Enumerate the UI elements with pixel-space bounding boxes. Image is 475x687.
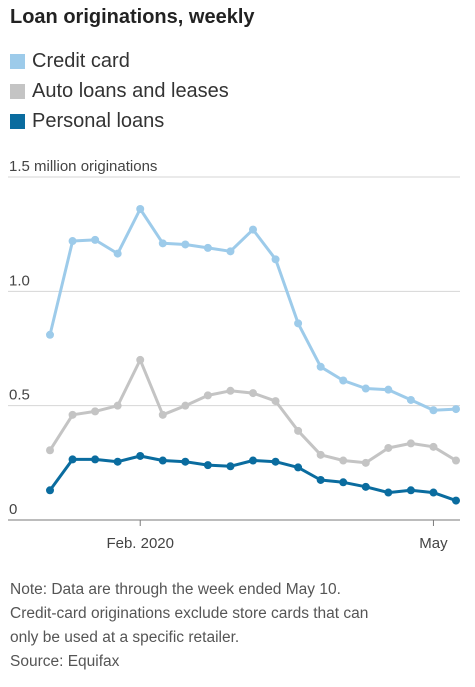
chart-notes: Note: Data are through the week ended Ma… (10, 578, 470, 674)
series-2 (46, 451, 460, 505)
data-point-0-6 (181, 240, 190, 249)
data-point-0-2 (91, 235, 100, 244)
data-point-2-7 (203, 461, 212, 470)
series-line-0 (48, 207, 458, 412)
data-point-1-4 (136, 355, 145, 364)
data-point-0-9 (249, 225, 257, 234)
data-point-0-3 (113, 249, 122, 258)
legend-swatch-auto-loans (10, 83, 25, 99)
data-point-2-0 (46, 486, 54, 495)
y-tick-label-0: 0 (9, 501, 17, 518)
legend-swatch-credit-card (10, 53, 25, 69)
x-tick-label-1: May (419, 535, 448, 552)
data-point-1-3 (113, 401, 122, 410)
data-point-0-15 (384, 385, 393, 394)
data-point-1-9 (249, 389, 257, 398)
chart-title: Loan originations, weekly (10, 6, 255, 28)
data-point-1-0 (46, 446, 54, 455)
data-point-2-5 (158, 456, 167, 465)
data-point-1-12 (316, 450, 325, 459)
data-point-2-13 (339, 478, 348, 487)
data-point-0-4 (136, 205, 145, 214)
legend-item-auto-loans: Auto loans and leases (10, 76, 229, 106)
axis-layer: 0 0.5 1.0 1.5 million originations Feb. 2020… (8, 158, 460, 552)
data-point-0-8 (226, 247, 235, 256)
data-point-2-18 (452, 496, 460, 505)
data-point-2-15 (384, 488, 393, 497)
data-point-2-2 (91, 455, 100, 464)
data-point-2-14 (361, 482, 370, 491)
data-point-2-11 (294, 463, 303, 472)
data-point-0-0 (46, 330, 54, 339)
data-point-0-14 (361, 384, 370, 393)
line-chart: 0 0.5 1.0 1.5 million originations Feb. 2020… (8, 158, 460, 552)
data-point-0-7 (203, 243, 212, 252)
data-point-0-11 (294, 319, 303, 328)
data-point-0-5 (158, 239, 167, 248)
data-point-0-12 (316, 362, 325, 371)
data-point-1-7 (203, 391, 212, 400)
data-point-1-17 (429, 442, 438, 451)
data-point-2-4 (136, 451, 145, 460)
note-line-3: only be used at a specific retailer. (10, 629, 240, 646)
data-point-0-16 (406, 395, 415, 404)
data-point-1-16 (406, 439, 415, 448)
y-tick-label-3: 1.5 million originations (9, 158, 157, 175)
y-tick-label-2: 1.0 (9, 272, 30, 289)
data-point-1-2 (91, 407, 100, 416)
legend: Credit card Auto loans and leases Person… (10, 46, 229, 136)
note-line-1: Note: Data are through the week ended Ma… (10, 581, 341, 598)
series-1 (46, 355, 460, 467)
series-layer (46, 205, 460, 505)
data-point-1-15 (384, 443, 393, 452)
data-point-2-10 (271, 457, 280, 466)
x-tick-label-0: Feb. 2020 (106, 535, 174, 552)
data-point-2-1 (68, 455, 77, 464)
data-point-0-13 (339, 376, 348, 385)
y-tick-label-1: 0.5 (9, 387, 30, 404)
data-point-0-10 (271, 255, 280, 264)
legend-label-personal-loans: Personal loans (32, 109, 165, 132)
data-point-0-1 (68, 237, 77, 246)
note-line-2: Credit-card originations exclude store c… (10, 605, 369, 622)
data-point-1-10 (271, 397, 280, 406)
data-point-2-9 (249, 456, 257, 465)
grid-layer (8, 176, 460, 407)
series-0 (46, 205, 460, 415)
data-point-2-8 (226, 462, 235, 471)
data-point-0-18 (452, 405, 460, 414)
legend-label-credit-card: Credit card (32, 49, 130, 72)
legend-label-auto-loans: Auto loans and leases (32, 79, 229, 102)
data-point-2-17 (429, 488, 438, 497)
data-point-1-13 (339, 456, 348, 465)
data-point-1-1 (68, 410, 77, 419)
legend-item-personal-loans: Personal loans (10, 106, 229, 136)
data-point-2-6 (181, 457, 190, 466)
data-point-2-16 (406, 486, 415, 495)
data-point-0-17 (429, 406, 438, 415)
source-line: Source: Equifax (10, 653, 120, 670)
legend-swatch-personal-loans (10, 113, 25, 129)
legend-item-credit-card: Credit card (10, 46, 229, 76)
data-point-1-11 (294, 426, 303, 435)
data-point-1-6 (181, 401, 190, 410)
data-point-1-14 (361, 458, 370, 467)
data-point-1-8 (226, 386, 235, 395)
data-point-2-12 (316, 475, 325, 484)
data-point-2-3 (113, 457, 122, 466)
data-point-1-18 (452, 456, 460, 465)
series-line-1 (48, 358, 458, 465)
data-point-1-5 (158, 410, 167, 419)
